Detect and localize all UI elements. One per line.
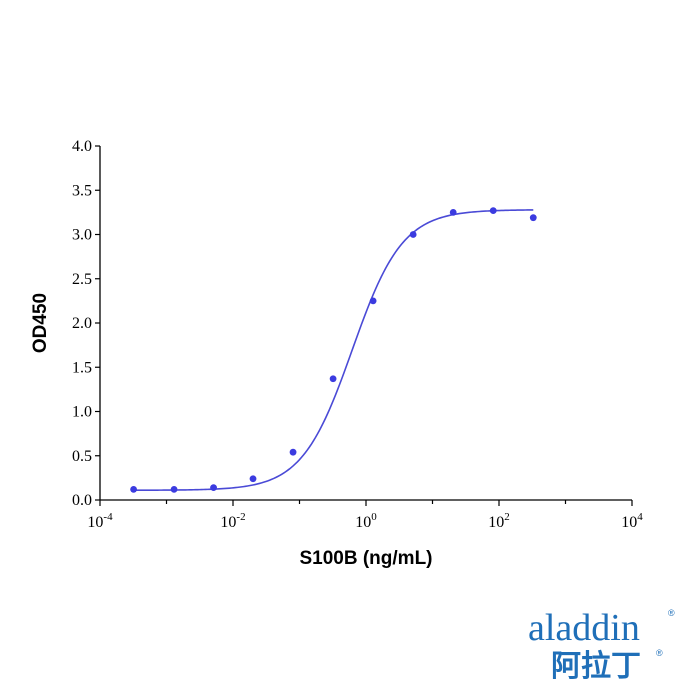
data-point <box>289 448 297 456</box>
data-point <box>170 485 178 493</box>
x-tick-label: 102 <box>488 511 510 531</box>
x-tick-label: 10-4 <box>87 511 113 531</box>
axes <box>99 146 632 501</box>
y-tick-label: 1.5 <box>72 359 92 376</box>
x-tick-label-base: 10 <box>355 514 371 531</box>
y-ticks: 0.0 0.5 1.0 1.5 2.0 2.5 3.0 3.5 4.0 <box>72 138 100 509</box>
y-tick-label: 0.0 <box>72 492 92 509</box>
logo-registered-mark-2: ® <box>656 648 663 658</box>
y-tick-label: 3.5 <box>72 182 92 199</box>
y-axis-title: OD450 <box>30 293 51 353</box>
y-tick-label: 2.0 <box>72 315 92 332</box>
x-tick-label-exponent: -4 <box>103 511 113 523</box>
x-tick-label-exponent: 4 <box>637 511 643 523</box>
x-axis-title: S100B (ng/mL) <box>299 548 432 569</box>
data-point <box>130 485 137 493</box>
x-tick-label-base: 10 <box>220 514 236 531</box>
logo-registered-mark-1: ® <box>668 608 675 618</box>
data-points <box>130 207 537 493</box>
x-tick-label-base: 10 <box>87 514 103 531</box>
fit-curve <box>133 209 534 492</box>
x-tick-label: 10-2 <box>220 511 245 531</box>
y-tick-label: 3.0 <box>72 227 92 244</box>
x-tick-label: 104 <box>621 511 643 531</box>
aladdin-logo: aladdin ® 阿拉丁 ® <box>528 607 675 684</box>
x-tick-label: 100 <box>355 511 377 531</box>
x-tick-label-exponent: 0 <box>371 511 377 523</box>
x-tick-label-base: 10 <box>621 514 637 531</box>
data-point <box>329 375 337 383</box>
data-point <box>529 214 537 222</box>
x-tick-label-base: 10 <box>488 514 504 531</box>
y-tick-label: 1.0 <box>72 404 92 421</box>
data-point <box>449 208 457 216</box>
data-point <box>489 207 497 215</box>
y-tick-label: 0.5 <box>72 448 92 465</box>
data-point <box>249 475 257 483</box>
x-ticks: 10-4 10-2 100 102 104 <box>87 500 643 531</box>
logo-chinese: 阿拉丁 <box>551 649 641 684</box>
x-tick-label-exponent: -2 <box>236 511 245 523</box>
data-point <box>409 231 417 238</box>
y-tick-label: 4.0 <box>72 138 92 155</box>
data-point <box>210 484 217 492</box>
x-tick-label-exponent: 2 <box>504 511 510 523</box>
y-tick-label: 2.5 <box>72 271 92 288</box>
data-point <box>369 297 377 305</box>
logo-wordmark: aladdin <box>528 607 640 649</box>
